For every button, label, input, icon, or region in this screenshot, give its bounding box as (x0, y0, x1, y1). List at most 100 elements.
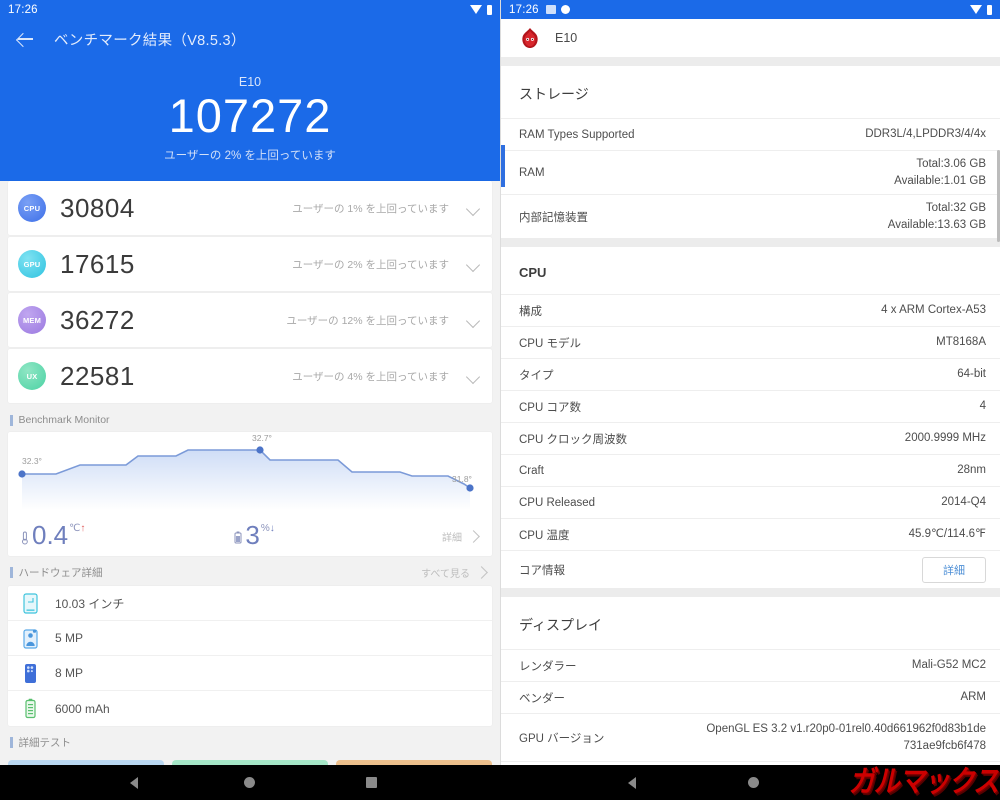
ux-badge-icon: UX (18, 362, 46, 391)
screen-icon (23, 592, 38, 614)
nav-recent-icon[interactable] (366, 777, 377, 788)
device-name: E10 (238, 75, 262, 89)
section-accent-bar (10, 737, 13, 749)
info-key: CPU クロック周波数 (519, 433, 627, 446)
core-info-detail-button[interactable]: 詳細 (922, 556, 986, 583)
score-row-cpu[interactable]: CPU 30804 ユーザーの 1% を上回っています (8, 181, 492, 236)
info-key: タイプ (519, 369, 554, 382)
back-arrow-icon[interactable] (14, 28, 36, 50)
image-icon (545, 5, 556, 14)
info-value: 4 x ARM Cortex-A53 (881, 304, 986, 317)
chevron-right-icon[interactable] (475, 566, 488, 579)
device-info-header: E10 (501, 19, 1000, 57)
temperature-unit: ℃ (69, 523, 81, 535)
chevron-down-icon[interactable] (467, 258, 480, 271)
section-accent-bar (10, 567, 13, 579)
info-value: Mali-G52 MC2 (911, 659, 986, 672)
benchmark-monitor-card[interactable]: 32.3° 32.7° 31.8° 0.4 ℃ ↑ (8, 432, 492, 557)
vertical-scrollbar[interactable] (997, 150, 1000, 242)
benchmark-monitor-title-row: Benchmark Monitor (0, 405, 500, 432)
info-key: CPU モデル (519, 337, 581, 350)
score-row-ux[interactable]: UX 22581 ユーザーの 4% を上回っています (8, 349, 492, 404)
left-pane-benchmark-result: 17:26 ベンチマーク結果（V8.5.3） E10 107272 ユーザーの … (0, 0, 500, 800)
see-all-label[interactable]: すべて見る (421, 569, 470, 581)
info-value: 64-bit (957, 368, 986, 381)
chevron-down-icon[interactable] (467, 370, 480, 383)
page-title: ベンチマーク結果（V8.5.3） (54, 32, 246, 49)
info-value: Total:3.06 GB Available:1.01 GB (894, 157, 986, 187)
right-status-bar: 17:26 (501, 0, 1000, 19)
chart-label-start: 32.3° (22, 456, 42, 467)
info-row-core-info: コア情報 詳細 (501, 550, 1000, 588)
chart-point-start (18, 470, 26, 478)
antutu-flame-icon (522, 28, 538, 48)
battery-unit: % (260, 523, 270, 535)
chevron-down-icon[interactable] (467, 314, 480, 327)
ux-score-note: ユーザーの 4% を上回っています (292, 370, 449, 383)
info-row: 内部記憶装置 Total:32 GB Available:13.63 GB (501, 194, 1000, 238)
info-row: タイプ 64-bit (501, 358, 1000, 390)
temperature-chart-svg (18, 446, 474, 511)
status-time: 17:26 (509, 3, 539, 16)
nav-home-icon[interactable] (748, 777, 759, 788)
device-name: E10 (555, 31, 578, 45)
nav-back-icon[interactable] (628, 776, 636, 789)
detail-test-title-row: 詳細テスト (0, 726, 500, 756)
hardware-row-battery[interactable]: 6000 mAh (8, 691, 492, 726)
battery-icon (487, 4, 492, 15)
hardware-row-front-camera[interactable]: 5 MP (8, 621, 492, 657)
nav-half-left (0, 765, 500, 800)
temperature-chart: 32.3° 32.7° 31.8° (8, 432, 492, 511)
info-row: CPU 温度 45.9℃/114.6℉ (501, 518, 1000, 550)
section-divider (501, 588, 1000, 597)
detail-test-card-2[interactable] (172, 760, 328, 765)
info-key: コア情報 (519, 564, 565, 577)
info-row: RAM Total:3.06 GB Available:1.01 GB (501, 150, 1000, 194)
info-value: 45.9℃/114.6℉ (908, 528, 986, 541)
monitor-detail-label: 詳細 (442, 533, 462, 545)
info-key: レンダラー (519, 660, 577, 673)
mem-score-note: ユーザーの 12% を上回っています (286, 314, 449, 327)
cpu-score-value: 30804 (60, 192, 135, 223)
temperature-delta-value: 0.4 (32, 520, 69, 551)
info-row: CPU コア数 4 (501, 390, 1000, 422)
info-value: 4 (979, 400, 986, 413)
section-divider (501, 57, 1000, 66)
info-row: GPU バージョン OpenGL ES 3.2 v1.r20p0-01rel0.… (501, 713, 1000, 761)
status-time: 17:26 (8, 3, 38, 16)
info-key: CPU Released (519, 496, 596, 509)
temperature-up-arrow-icon: ↑ (80, 523, 86, 535)
chevron-down-icon[interactable] (467, 202, 480, 215)
detail-test-card-3[interactable] (336, 760, 492, 765)
score-percentile: ユーザーの 2% を上回っています (164, 150, 336, 163)
info-key: CPU コア数 (519, 401, 581, 414)
info-key: ベンダー (519, 692, 565, 705)
nav-back-icon[interactable] (130, 776, 138, 789)
wifi-icon (470, 5, 482, 14)
hardware-detail-title-row: ハードウェア詳細 すべて見る (0, 556, 500, 586)
hardware-row-rear-camera[interactable]: 8 MP (8, 656, 492, 692)
right-scroll-area[interactable]: E10 ストレージ RAM Types Supported DDR3L/4,LP… (501, 19, 1000, 765)
hardware-row-screen[interactable]: 10.03 インチ (8, 586, 492, 622)
hardware-detail-card: 10.03 インチ 5 MP (8, 586, 492, 727)
hardware-row-text: 8 MP (55, 666, 84, 681)
info-key: CPU 温度 (519, 529, 570, 542)
hardware-detail-title: ハードウェア詳細 (18, 567, 103, 580)
detail-test-title: 詳細テスト (18, 737, 72, 750)
detail-test-card-1[interactable] (8, 760, 164, 765)
info-key: RAM Types Supported (519, 128, 635, 141)
left-scroll-area[interactable]: ベンチマーク結果（V8.5.3） E10 107272 ユーザーの 2% を上回… (0, 19, 500, 765)
rear-camera-icon (25, 663, 36, 683)
left-edge-scroll-indicator[interactable] (501, 145, 505, 187)
score-row-gpu[interactable]: GPU 17615 ユーザーの 2% を上回っています (8, 237, 492, 292)
wifi-icon (970, 5, 982, 14)
info-row: レンダラー Mali-G52 MC2 (501, 649, 1000, 681)
cpu-score-note: ユーザーの 1% を上回っています (292, 202, 449, 215)
info-value: OpenGL ES 3.2 v1.r20p0-01rel0.40d661962f… (706, 722, 986, 752)
monitor-detail-link[interactable]: 詳細 (442, 529, 480, 544)
score-row-mem[interactable]: MEM 36272 ユーザーの 12% を上回っています (8, 293, 492, 348)
nav-home-icon[interactable] (244, 777, 255, 788)
battery-small-icon (234, 531, 242, 544)
info-value: ARM (960, 691, 986, 704)
